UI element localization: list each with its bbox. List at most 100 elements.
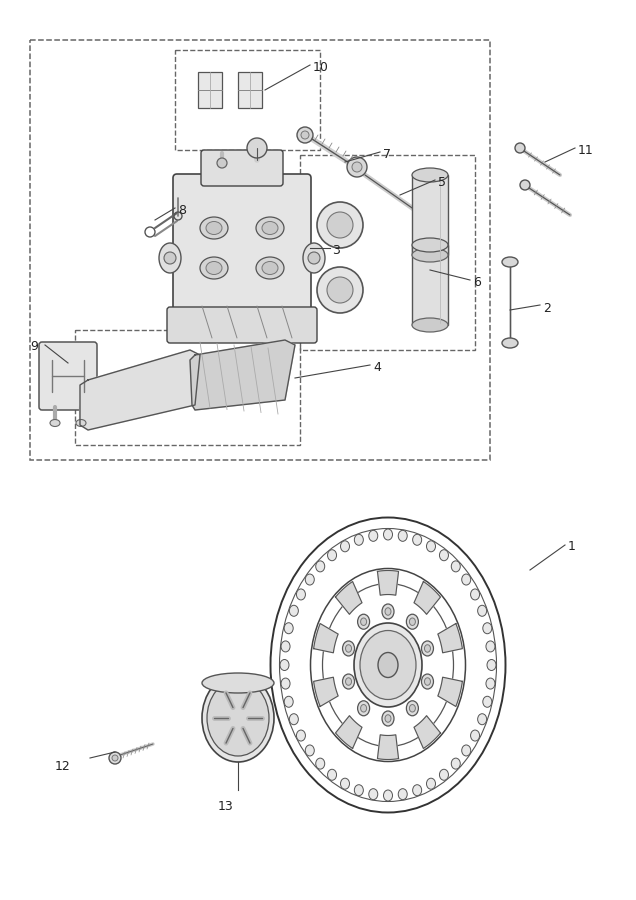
- Ellipse shape: [412, 248, 448, 262]
- Ellipse shape: [412, 318, 448, 332]
- Circle shape: [109, 752, 121, 764]
- FancyBboxPatch shape: [167, 307, 317, 343]
- Ellipse shape: [315, 758, 325, 770]
- Text: 7: 7: [383, 148, 391, 161]
- Ellipse shape: [317, 202, 363, 248]
- Ellipse shape: [202, 674, 274, 762]
- Ellipse shape: [427, 778, 436, 789]
- Polygon shape: [190, 340, 295, 410]
- Ellipse shape: [378, 652, 398, 678]
- Ellipse shape: [296, 730, 305, 741]
- Ellipse shape: [256, 257, 284, 279]
- Ellipse shape: [200, 257, 228, 279]
- Ellipse shape: [385, 608, 391, 616]
- Ellipse shape: [281, 678, 290, 689]
- Circle shape: [347, 157, 367, 177]
- Polygon shape: [414, 581, 441, 615]
- Ellipse shape: [303, 243, 325, 273]
- Bar: [412, 245, 448, 325]
- Text: 11: 11: [578, 144, 594, 157]
- FancyBboxPatch shape: [39, 342, 97, 410]
- Ellipse shape: [385, 715, 391, 722]
- Ellipse shape: [422, 641, 434, 656]
- Ellipse shape: [398, 530, 407, 541]
- Circle shape: [217, 158, 227, 168]
- Ellipse shape: [281, 641, 290, 652]
- Ellipse shape: [462, 745, 471, 756]
- Circle shape: [352, 162, 362, 172]
- Ellipse shape: [317, 267, 363, 313]
- Ellipse shape: [406, 701, 418, 716]
- Ellipse shape: [289, 714, 298, 724]
- Ellipse shape: [207, 680, 269, 756]
- Ellipse shape: [50, 419, 60, 427]
- Ellipse shape: [502, 257, 518, 267]
- Ellipse shape: [462, 574, 471, 585]
- Ellipse shape: [439, 770, 448, 780]
- FancyBboxPatch shape: [201, 150, 283, 186]
- Circle shape: [515, 143, 525, 153]
- Ellipse shape: [398, 788, 407, 800]
- Ellipse shape: [427, 541, 436, 552]
- Circle shape: [164, 252, 176, 264]
- Ellipse shape: [345, 644, 352, 652]
- Ellipse shape: [413, 535, 422, 545]
- Ellipse shape: [327, 277, 353, 303]
- Text: 1: 1: [568, 540, 576, 553]
- Ellipse shape: [382, 604, 394, 619]
- Circle shape: [520, 180, 530, 190]
- Ellipse shape: [345, 678, 352, 685]
- Ellipse shape: [289, 606, 298, 616]
- Ellipse shape: [159, 243, 181, 273]
- Polygon shape: [377, 734, 399, 760]
- Circle shape: [308, 252, 320, 264]
- Bar: [175, 50, 320, 150]
- Ellipse shape: [305, 745, 314, 756]
- Ellipse shape: [413, 785, 422, 796]
- Ellipse shape: [200, 217, 228, 239]
- Ellipse shape: [206, 221, 222, 235]
- Text: 2: 2: [543, 302, 551, 315]
- Ellipse shape: [384, 529, 392, 540]
- Ellipse shape: [343, 641, 354, 656]
- Ellipse shape: [483, 697, 492, 707]
- Text: 4: 4: [373, 361, 381, 374]
- Ellipse shape: [478, 714, 487, 724]
- Polygon shape: [336, 581, 362, 615]
- Ellipse shape: [262, 221, 278, 235]
- Ellipse shape: [361, 618, 366, 626]
- Text: 10: 10: [313, 61, 329, 74]
- Ellipse shape: [328, 770, 336, 780]
- Ellipse shape: [486, 678, 495, 689]
- Text: 9: 9: [30, 340, 38, 353]
- Polygon shape: [336, 716, 362, 749]
- Ellipse shape: [206, 262, 222, 274]
- Polygon shape: [80, 350, 200, 430]
- Ellipse shape: [384, 790, 392, 801]
- Ellipse shape: [76, 419, 86, 427]
- Ellipse shape: [483, 623, 492, 634]
- Ellipse shape: [422, 674, 434, 689]
- Bar: [198, 72, 222, 108]
- Ellipse shape: [452, 561, 460, 572]
- Text: 12: 12: [55, 760, 71, 773]
- Ellipse shape: [262, 262, 278, 274]
- Text: 8: 8: [178, 204, 186, 217]
- Bar: [300, 155, 475, 350]
- Ellipse shape: [327, 212, 353, 238]
- Ellipse shape: [354, 623, 422, 707]
- Ellipse shape: [360, 631, 416, 699]
- Ellipse shape: [202, 673, 274, 693]
- Ellipse shape: [406, 614, 418, 629]
- Polygon shape: [414, 716, 441, 749]
- Ellipse shape: [382, 711, 394, 726]
- Bar: [75, 330, 300, 445]
- Ellipse shape: [296, 589, 305, 600]
- Text: 5: 5: [438, 176, 446, 189]
- Polygon shape: [314, 624, 338, 652]
- Ellipse shape: [502, 338, 518, 348]
- Bar: [238, 72, 262, 108]
- Circle shape: [301, 131, 309, 139]
- Ellipse shape: [452, 758, 460, 770]
- Ellipse shape: [340, 541, 350, 552]
